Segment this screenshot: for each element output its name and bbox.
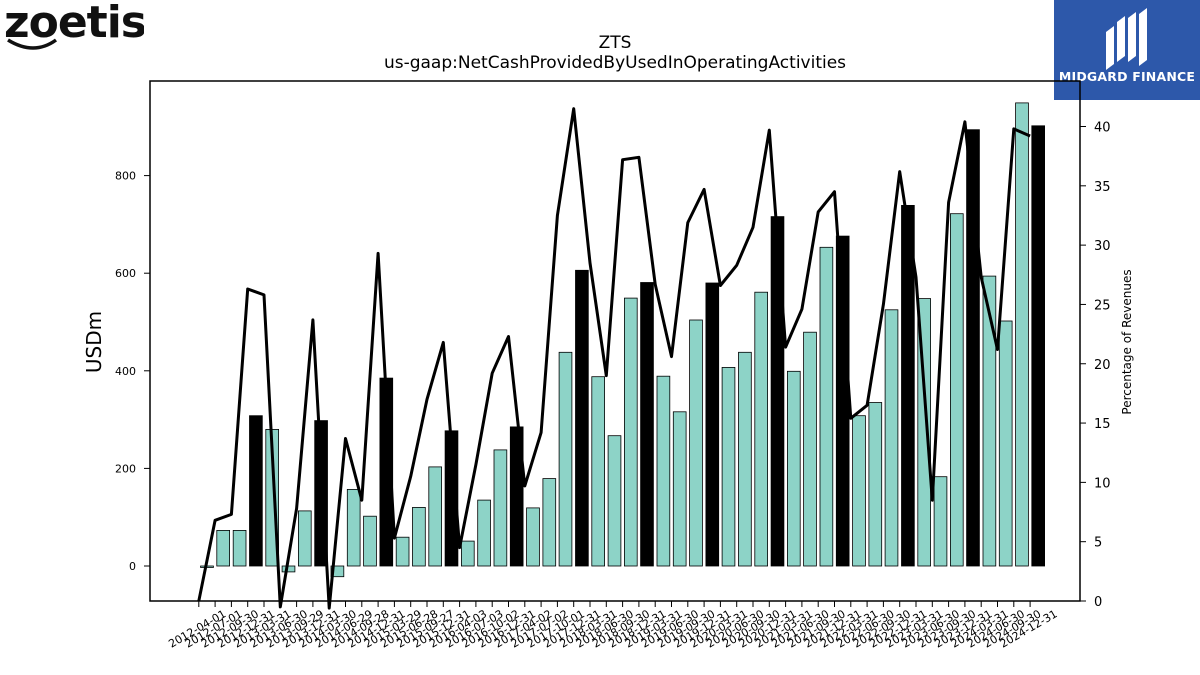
bar	[705, 282, 720, 567]
bar	[721, 366, 736, 567]
bar	[216, 530, 231, 567]
bar	[950, 213, 964, 567]
bar	[281, 565, 296, 573]
bar	[819, 246, 834, 567]
y2-tick-label: 10	[1094, 476, 1111, 491]
bar	[575, 269, 589, 567]
midgard-finance-text: MIDGARD FINANCE	[1058, 69, 1196, 84]
bar	[591, 376, 605, 567]
bar	[803, 331, 817, 567]
bar	[346, 488, 361, 567]
bar	[640, 282, 654, 567]
bar	[656, 375, 671, 567]
y-tick-label: 0	[129, 560, 136, 573]
bar	[477, 499, 491, 567]
y2-tick-label: 15	[1094, 417, 1111, 432]
y2-tick-label: 35	[1094, 180, 1111, 195]
bar	[558, 351, 573, 567]
y2-tick-label: 0	[1094, 595, 1102, 610]
zoetis-logo: zoetis	[4, 0, 147, 62]
axes-layer: 020040060080005101520253035402012-04-012…	[115, 80, 1111, 651]
y-axis-label: USDm	[82, 311, 106, 373]
bar	[1015, 102, 1029, 567]
bar	[232, 530, 247, 567]
bar	[672, 411, 687, 567]
plot-frame	[149, 80, 1081, 602]
pct-revenues-line	[197, 107, 1031, 610]
y-tick-label: 800	[115, 170, 136, 183]
bar	[330, 565, 345, 578]
bars-layer	[200, 102, 1046, 578]
bar	[526, 507, 540, 567]
y2-tick-label: 5	[1094, 536, 1102, 551]
bar	[884, 309, 899, 567]
bar	[901, 204, 915, 567]
bar	[1031, 125, 1046, 567]
chart-title: ZTS	[599, 33, 632, 53]
y2-tick-label: 40	[1094, 121, 1111, 136]
midgard-mark-icon	[1106, 8, 1147, 70]
bar	[509, 426, 524, 567]
line-layer	[197, 107, 1031, 610]
y2-tick-label: 20	[1094, 358, 1111, 373]
bar	[363, 515, 377, 567]
bar	[998, 320, 1013, 567]
y2-tick-label: 25	[1094, 298, 1111, 313]
bar	[428, 466, 442, 567]
chart-subtitle: us-gaap:NetCashProvidedByUsedInOperating…	[384, 53, 846, 73]
y-tick-label: 400	[115, 365, 136, 378]
bar	[395, 536, 410, 567]
bar	[689, 319, 703, 567]
bar	[493, 449, 508, 567]
y2-axis-label: Percentage of Revenues	[1120, 269, 1134, 414]
bar	[624, 297, 638, 567]
bar	[754, 291, 768, 567]
bar	[738, 351, 752, 567]
midgard-finance-logo: MIDGARD FINANCE	[1054, 0, 1200, 100]
bar	[249, 415, 263, 567]
bar	[297, 510, 312, 567]
bar	[607, 435, 622, 567]
bar	[770, 216, 785, 567]
bar	[542, 478, 557, 567]
zoetis-logo-text: zoetis	[4, 0, 144, 48]
bar	[982, 275, 997, 567]
y-tick-label: 200	[115, 462, 136, 475]
y-tick-label: 600	[115, 267, 136, 280]
y2-tick-label: 30	[1094, 239, 1111, 254]
bar	[852, 415, 866, 567]
bar	[787, 370, 801, 567]
bar	[868, 402, 883, 567]
bar	[933, 476, 948, 567]
bar	[460, 540, 475, 567]
bar	[412, 506, 426, 567]
